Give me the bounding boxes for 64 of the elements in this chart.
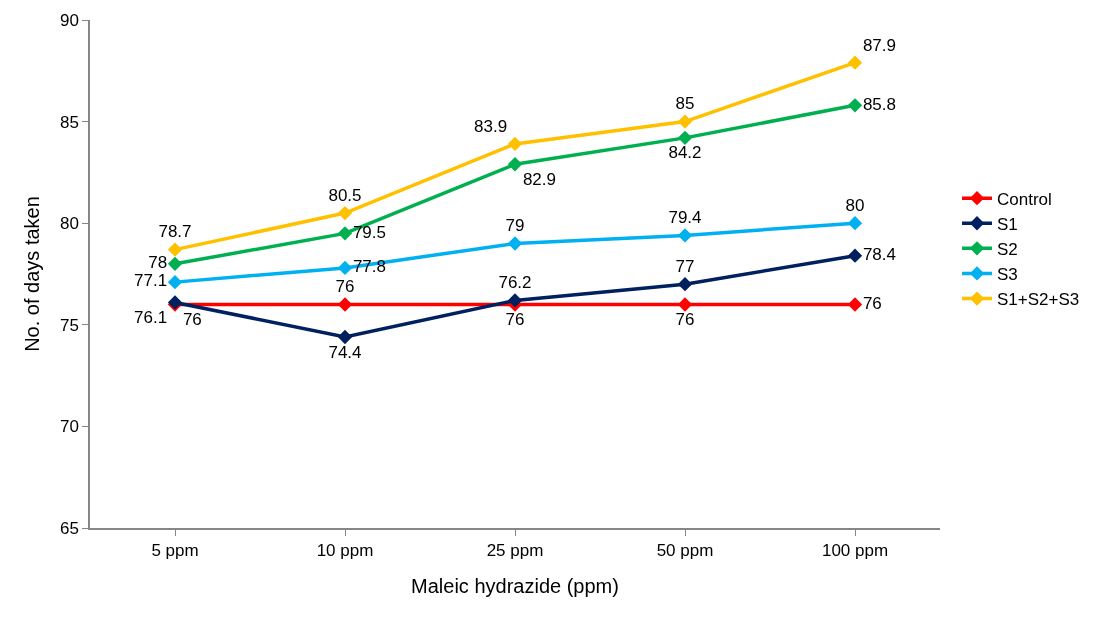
data-label: 85: [675, 94, 695, 114]
data-label: 79.5: [352, 222, 386, 242]
data-label: 77: [675, 257, 695, 277]
point: [167, 274, 183, 290]
legend-label: S2: [997, 239, 1018, 259]
point: [337, 205, 353, 221]
point: [847, 216, 863, 231]
y-tick-label: 75: [59, 315, 79, 335]
x-axis-title: Maleic hydrazide (ppm): [411, 575, 619, 598]
point: [847, 55, 863, 70]
point: [507, 293, 523, 308]
y-tick-label: 90: [59, 10, 79, 30]
legend-label: Control: [997, 189, 1052, 209]
point: [337, 226, 353, 241]
data-label: 83.9: [474, 116, 508, 136]
point: [167, 242, 183, 257]
point: [677, 130, 693, 146]
data-label: 76: [335, 277, 355, 297]
point: [337, 297, 353, 312]
data-label: 74.4: [328, 342, 362, 362]
data-label: 76: [675, 310, 695, 330]
y-tick-label: 80: [59, 214, 79, 234]
data-label: 76: [505, 310, 525, 330]
point: [337, 260, 353, 276]
data-label: 76: [182, 310, 202, 330]
x-tick-label: 25 ppm: [486, 541, 544, 561]
data-label: 79.4: [668, 208, 702, 228]
data-label: 77.1: [134, 271, 168, 291]
point: [677, 277, 693, 292]
data-label: 78.4: [862, 244, 896, 264]
data-label: 85.8: [862, 94, 896, 114]
data-label: 84.2: [668, 143, 702, 163]
data-label: 82.9: [522, 169, 556, 189]
point: [847, 248, 863, 263]
y-tick-label: 70: [59, 417, 79, 437]
point: [677, 114, 693, 129]
legend-label: S1+S2+S3: [997, 290, 1080, 310]
data-label: 76.1: [134, 308, 168, 328]
point: [507, 236, 523, 251]
data-label: 78: [148, 253, 168, 273]
point: [677, 297, 693, 312]
point: [507, 157, 523, 172]
data-label: 80.5: [328, 185, 362, 205]
legend-label: S1: [997, 214, 1018, 234]
y-axis-title: No. of days taken: [20, 196, 43, 352]
data-label: 87.9: [862, 35, 896, 55]
x-tick-label: 10 ppm: [316, 541, 374, 561]
x-tick-label: 50 ppm: [656, 541, 714, 561]
point: [167, 256, 183, 271]
x-tick-label: 100 ppm: [821, 541, 889, 561]
data-label: 76: [862, 293, 882, 313]
data-label: 78.7: [158, 222, 192, 242]
data-label: 80: [845, 196, 865, 216]
data-label: 76.2: [498, 273, 532, 293]
point: [507, 136, 523, 152]
legend-label: S3: [997, 265, 1018, 285]
point: [337, 329, 353, 345]
data-label: 79: [505, 216, 525, 236]
point: [847, 297, 863, 312]
point: [847, 98, 863, 113]
y-tick-label: 85: [59, 112, 79, 132]
y-tick-label: 65: [59, 518, 79, 538]
point: [677, 228, 693, 243]
x-tick-label: 5 ppm: [151, 541, 199, 561]
